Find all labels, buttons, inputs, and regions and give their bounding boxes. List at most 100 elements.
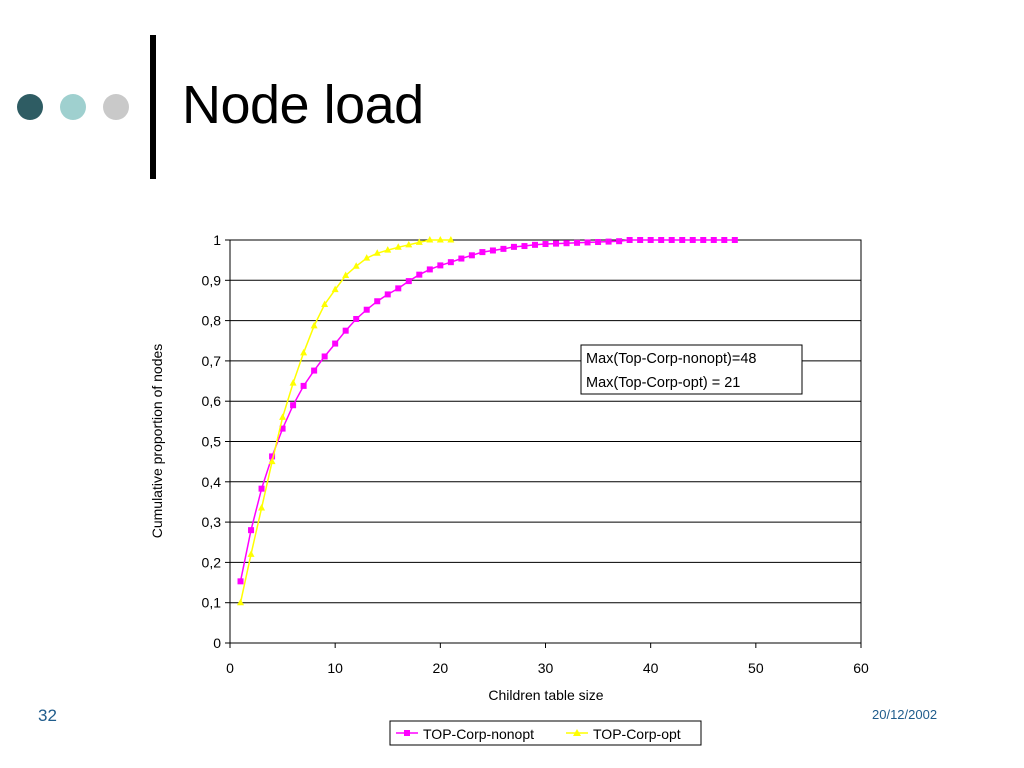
point-1-20 [447, 236, 455, 243]
series-line-0 [239, 239, 735, 582]
point-0-10 [342, 327, 349, 334]
x-tick-label-0: 0 [226, 660, 234, 676]
annotation-line-2: Max(Top-Corp-opt) = 21 [586, 375, 740, 391]
point-0-3 [269, 453, 276, 460]
point-1-2 [258, 503, 266, 511]
point-0-34 [595, 239, 602, 246]
point-0-20 [447, 259, 454, 266]
point-0-24 [489, 247, 496, 254]
point-1-17 [415, 238, 423, 245]
point-1-13 [373, 249, 381, 256]
point-0-38 [637, 237, 644, 243]
grid-layer [230, 239, 861, 644]
point-1-4 [279, 413, 287, 420]
point-1-7 [310, 321, 318, 329]
point-0-39 [647, 237, 654, 243]
point-0-35 [605, 238, 612, 245]
point-0-0 [237, 578, 244, 585]
point-1-15 [394, 243, 402, 250]
point-0-5 [290, 402, 297, 409]
point-1-5 [289, 379, 297, 386]
point-0-15 [395, 285, 402, 292]
point-1-18 [426, 236, 434, 243]
point-0-22 [468, 252, 475, 259]
annotation-line-1: Max(Top-Corp-nonopt)=48 [586, 351, 756, 367]
point-0-4 [279, 425, 286, 432]
y-tick-label-5: 0,5 [202, 434, 222, 450]
series-opt [237, 236, 455, 606]
point-0-23 [479, 249, 486, 256]
point-0-44 [700, 237, 707, 243]
y-tick-label-10: 1 [213, 232, 221, 248]
series-nonopt [237, 237, 738, 585]
point-0-2 [258, 485, 265, 492]
point-1-8 [321, 300, 329, 307]
decor-dot-gray [103, 94, 129, 120]
y-tick-layer: 0 0,1 0,2 0,3 0,4 0,5 0,6 0,7 0,8 0,9 1 [202, 232, 230, 651]
point-0-28 [531, 241, 538, 248]
slide-number: 32 [38, 706, 57, 725]
point-0-19 [437, 262, 444, 269]
point-0-11 [353, 315, 360, 322]
slide-title: Node load [182, 75, 424, 135]
point-1-9 [331, 285, 339, 293]
annotation-box: Max(Top-Corp-nonopt)=48 Max(Top-Corp-opt… [580, 344, 803, 395]
point-0-14 [384, 291, 391, 298]
point-0-27 [521, 243, 528, 250]
legend-label-opt: TOP-Corp-opt [593, 726, 681, 742]
series-line-1 [239, 239, 451, 603]
point-0-16 [405, 278, 412, 285]
point-0-46 [721, 237, 728, 243]
point-0-37 [626, 237, 633, 243]
y-tick-label-7: 0,7 [202, 353, 222, 369]
point-0-36 [616, 238, 623, 245]
title-divider [150, 35, 156, 179]
point-1-0 [237, 598, 245, 606]
y-tick-label-3: 0,3 [202, 514, 222, 530]
y-tick-label-0: 0 [213, 635, 221, 651]
legend: TOP-Corp-nonopt TOP-Corp-opt [389, 720, 702, 746]
point-0-32 [574, 239, 581, 246]
point-0-30 [553, 240, 560, 247]
slide-date: 20/12/2002 [872, 707, 938, 722]
point-1-3 [268, 457, 276, 465]
decor-dot-dark [17, 94, 43, 120]
x-tick-layer: 0 10 20 30 40 50 60 [226, 643, 869, 676]
y-tick-label-8: 0,8 [202, 313, 222, 329]
series-layer [237, 236, 738, 606]
point-0-26 [510, 243, 517, 250]
y-tick-label-1: 0,1 [202, 595, 222, 611]
point-0-1 [248, 527, 255, 534]
y-tick-label-6: 0,6 [202, 393, 222, 409]
point-1-10 [342, 271, 350, 278]
point-0-29 [542, 241, 549, 248]
point-0-7 [311, 367, 318, 374]
point-0-31 [563, 240, 570, 247]
point-1-1 [247, 550, 255, 557]
point-0-9 [332, 340, 339, 347]
point-0-17 [416, 271, 423, 278]
point-0-21 [458, 255, 465, 262]
point-0-47 [731, 237, 738, 243]
point-0-8 [321, 353, 328, 360]
point-0-12 [363, 306, 370, 313]
point-1-12 [363, 254, 371, 261]
x-axis-label: Children table size [488, 687, 603, 703]
point-0-40 [658, 237, 665, 243]
point-0-33 [584, 239, 591, 246]
legend-marker-nonopt [404, 730, 410, 736]
x-tick-label-2: 20 [433, 660, 449, 676]
point-1-14 [384, 246, 392, 253]
point-0-41 [668, 237, 675, 243]
point-0-42 [679, 237, 686, 243]
point-0-13 [374, 298, 381, 305]
point-0-6 [300, 382, 307, 389]
point-1-6 [300, 348, 308, 356]
legend-label-nonopt: TOP-Corp-nonopt [423, 726, 534, 742]
point-1-19 [436, 236, 444, 243]
legend-marker-opt [573, 729, 581, 736]
point-1-16 [405, 240, 413, 248]
point-0-43 [689, 237, 696, 243]
y-tick-label-2: 0,2 [202, 554, 222, 570]
